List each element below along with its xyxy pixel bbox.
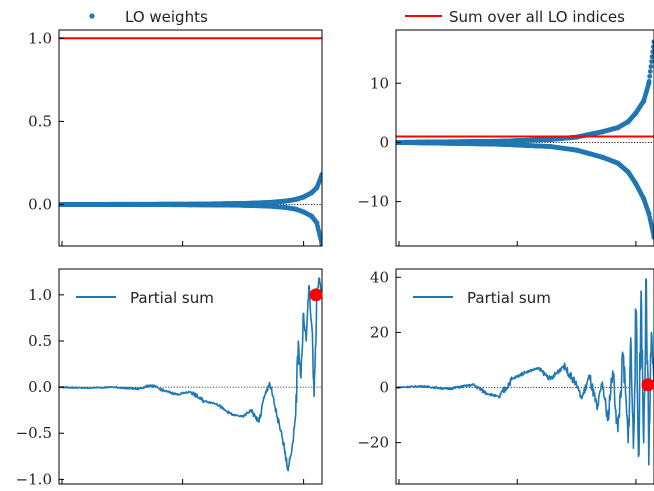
scatter-point-anchor <box>646 210 652 217</box>
figure-legend: LO weights Sum over all LO indices <box>89 8 625 26</box>
y-tick-label: 1.0 <box>28 286 52 304</box>
scatter-point-anchor <box>615 125 621 131</box>
scatter-point-anchor <box>496 141 502 147</box>
scatter-point <box>650 49 654 55</box>
scatter-point-anchor <box>633 110 639 116</box>
scatter-point-anchor <box>282 198 288 204</box>
y-tick-label: −20 <box>357 434 389 452</box>
legend-marker-lo-weights <box>89 13 95 19</box>
scatter-point <box>649 59 654 64</box>
scatter-point-anchor <box>548 136 554 143</box>
scatter-point-anchor <box>314 185 320 191</box>
scatter-point-anchor <box>633 181 639 187</box>
scatter-point <box>650 44 654 50</box>
scatter-point-anchor <box>319 171 322 178</box>
scatter-point-anchor <box>293 196 299 203</box>
y-tick-label: −1.0 <box>16 470 52 488</box>
scatter-point <box>647 69 653 74</box>
scatter-point-anchor <box>282 204 288 211</box>
scatter-point-anchor <box>308 213 315 219</box>
y-tick-label: 0.5 <box>28 332 52 350</box>
endpoint-marker <box>641 378 654 392</box>
scatter-point-anchor <box>599 154 606 160</box>
panel-top-left: 0.0 0.5 1.0 <box>28 29 323 247</box>
scatter-point-anchor <box>308 190 315 196</box>
scatter-point-anchor <box>300 194 307 200</box>
scatter-series-lower <box>396 139 654 240</box>
scatter-point-anchor <box>314 220 320 226</box>
scatter-point <box>647 73 653 79</box>
partial-sum-line <box>396 278 654 466</box>
plot-area <box>396 39 654 240</box>
axes-frame <box>395 29 654 247</box>
plot-area <box>396 278 654 466</box>
plot-area <box>59 277 322 472</box>
scatter-point-anchor <box>319 241 322 246</box>
scatter-series-lower <box>59 201 322 246</box>
y-tick-label: 0.0 <box>28 195 52 213</box>
y-tick-label: 1.0 <box>28 29 52 47</box>
scatter-point-anchor <box>300 209 307 215</box>
y-tick-label: 0 <box>379 133 389 151</box>
y-tick-label: 0.5 <box>28 112 52 130</box>
scatter-point <box>649 54 654 60</box>
scatter-point <box>648 64 654 69</box>
scatter-point-anchor <box>646 80 652 86</box>
scatter-point-anchor <box>641 196 647 202</box>
y-tick-label: 10 <box>370 74 389 92</box>
scatter-point-anchor <box>651 234 654 240</box>
y-tick-label: −0.5 <box>16 424 52 442</box>
endpoint-marker <box>309 288 323 302</box>
legend-label-partial-sum: Partial sum <box>467 289 551 307</box>
scatter-series-upper <box>59 171 322 208</box>
plot-area <box>59 37 322 246</box>
scatter-point-anchor <box>625 169 631 175</box>
y-tick-label: 0.0 <box>28 378 52 396</box>
panel-bottom-right: −20 0 20 40 Partial sum <box>357 268 654 485</box>
scatter-point-anchor <box>548 143 554 150</box>
scatter-point-anchor <box>240 202 246 208</box>
axes-frame <box>395 268 654 485</box>
scatter-point-anchor <box>599 129 606 135</box>
scatter-point-anchor <box>641 98 647 104</box>
legend-label-partial-sum: Partial sum <box>130 289 214 307</box>
panel-top-right: −10 0 10 <box>357 29 654 247</box>
axes-frame <box>58 268 323 485</box>
scatter-point-anchor <box>293 206 299 212</box>
scatter-point-anchor <box>651 39 654 45</box>
y-tick-label: −10 <box>357 193 389 211</box>
panel-bottom-left: −1.0 −0.5 0.0 0.5 1.0 Partial sum <box>16 268 323 488</box>
scatter-point-anchor <box>625 119 631 125</box>
y-tick-label: 0 <box>379 379 389 397</box>
scatter-point-anchor <box>615 160 621 166</box>
axes-frame <box>58 29 323 247</box>
scatter-point-anchor <box>574 147 580 153</box>
scatter-point-anchor <box>187 202 194 208</box>
legend-label-lo-weights: LO weights <box>125 8 208 26</box>
y-tick-label: 20 <box>370 323 389 341</box>
scatter-point-anchor <box>266 203 272 209</box>
scatter-series-upper <box>396 39 654 146</box>
legend-label-sum: Sum over all LO indices <box>449 8 625 26</box>
partial-sum-line <box>59 277 322 472</box>
y-tick-label: 40 <box>370 268 389 286</box>
